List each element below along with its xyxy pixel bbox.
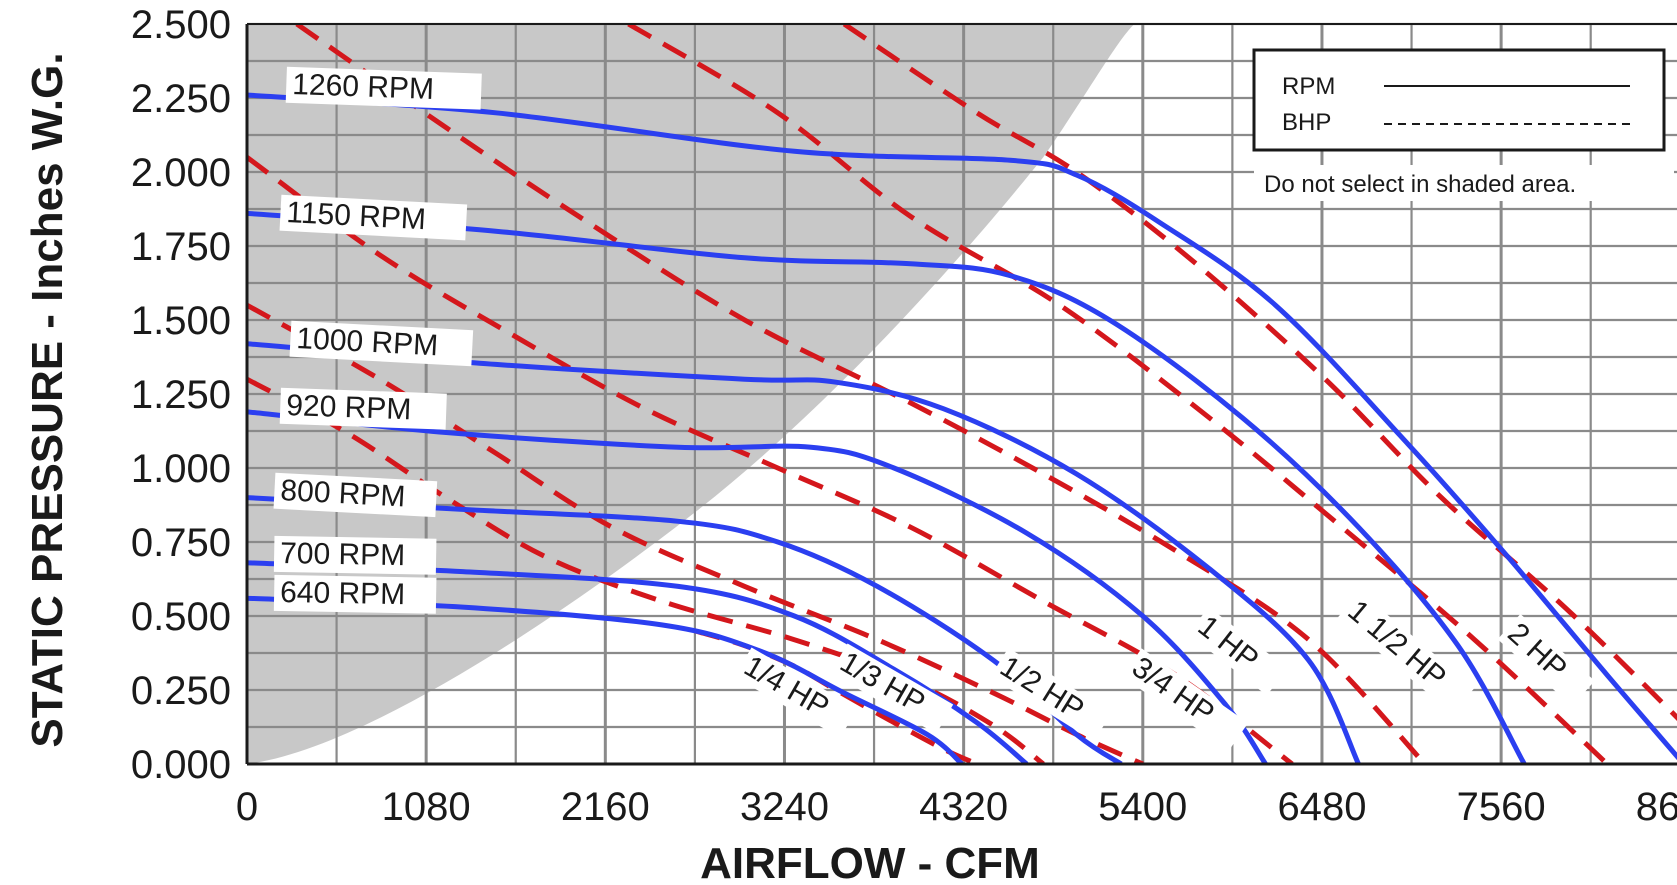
x-tick-label: 0 — [236, 785, 258, 829]
x-tick-label: 8640 — [1636, 785, 1677, 829]
legend-label-rpm: RPM — [1282, 73, 1335, 100]
x-tick-label: 7560 — [1457, 785, 1546, 829]
y-tick-label: 1.250 — [131, 373, 231, 417]
y-tick-label: 1.750 — [131, 225, 231, 269]
rpm-line — [247, 409, 1268, 764]
x-tick-label: 3240 — [740, 785, 829, 829]
rpm-line — [247, 210, 1527, 764]
y-tick-label: 2.500 — [131, 3, 231, 47]
rpm-label-box — [289, 320, 474, 367]
x-tick-label: 4320 — [919, 785, 1008, 829]
legend-box — [1252, 48, 1666, 152]
rpm-label-box — [279, 194, 468, 241]
legend-label-bhp: BHP — [1282, 109, 1331, 136]
hp-label-box — [990, 647, 1112, 742]
x-tick-label: 6480 — [1277, 785, 1366, 829]
rpm-label-box — [279, 387, 447, 430]
rpm-line — [247, 92, 1677, 761]
y-axis-title: STATIC PRESSURE - Inches W.G. — [23, 52, 72, 747]
rpm-label-group: 1000 RPM — [289, 320, 474, 367]
hp-label-group: 2 HP — [1497, 614, 1595, 707]
bhp-line — [627, 24, 1610, 764]
rpm-label-group: 920 RPM — [279, 387, 447, 430]
x-axis-title: AIRFLOW - CFM — [700, 839, 1040, 885]
axis-layer: 0.000 0.250 0.500 0.750 1.000 1.250 1.500 1.750… — [23, 3, 1677, 885]
rpm-lines-layer — [247, 92, 1677, 764]
x-tick-label: 5400 — [1098, 785, 1187, 829]
hp-label-box — [1497, 614, 1595, 707]
y-tick-label: 0.500 — [131, 595, 231, 639]
y-tick-label: 1.000 — [131, 447, 231, 491]
rpm-label-group: 1260 RPM — [285, 66, 482, 110]
rpm-label-box — [273, 574, 437, 614]
bhp-line — [247, 155, 1294, 764]
rpm-label-group: 1150 RPM — [279, 194, 468, 241]
hp-label: 1 1/2 HP — [1342, 594, 1453, 694]
rpm-label-group: 640 RPM — [273, 574, 437, 614]
hp-label-box — [830, 643, 954, 734]
rpm-label: 1150 RPM — [286, 196, 427, 236]
bhp-line — [295, 24, 1427, 764]
series-label-layer: 1260 RPM 1150 RPM 1000 RPM 920 RPM 800 RPM 70… — [273, 66, 1595, 751]
y-tick-label: 2.250 — [131, 77, 231, 121]
rpm-label: 1000 RPM — [296, 322, 439, 362]
rpm-label: 800 RPM — [280, 474, 407, 514]
legend: RPM BHP Do not select in shaded area. — [1252, 48, 1674, 201]
bhp-line — [247, 376, 1045, 764]
y-tick-label: 2.000 — [131, 151, 231, 195]
rpm-label: 1260 RPM — [292, 68, 435, 106]
hp-label-box — [734, 647, 858, 738]
y-tick-label: 0.250 — [131, 669, 231, 713]
hp-label-box — [1187, 607, 1288, 696]
hp-label-box — [1337, 591, 1475, 714]
rpm-label: 920 RPM — [286, 389, 412, 426]
legend-note-box — [1254, 165, 1674, 201]
rpm-label-group: 800 RPM — [273, 472, 438, 518]
rpm-label: 640 RPM — [280, 576, 406, 611]
rpm-line — [247, 341, 1361, 764]
y-tick-label: 0.750 — [131, 521, 231, 565]
y-tick-label: 0.000 — [131, 743, 231, 787]
rpm-label-group: 700 RPM — [273, 535, 437, 575]
x-tick-label: 1080 — [382, 785, 471, 829]
hp-label-box — [1122, 648, 1249, 751]
x-tick-label: 2160 — [561, 785, 650, 829]
rpm-label: 700 RPM — [280, 537, 406, 572]
rpm-label-box — [273, 535, 437, 575]
y-tick-label: 1.500 — [131, 299, 231, 343]
rpm-label-box — [273, 472, 438, 518]
bhp-line — [842, 24, 1677, 721]
rpm-label-box — [285, 66, 482, 110]
legend-note: Do not select in shaded area. — [1264, 171, 1576, 198]
